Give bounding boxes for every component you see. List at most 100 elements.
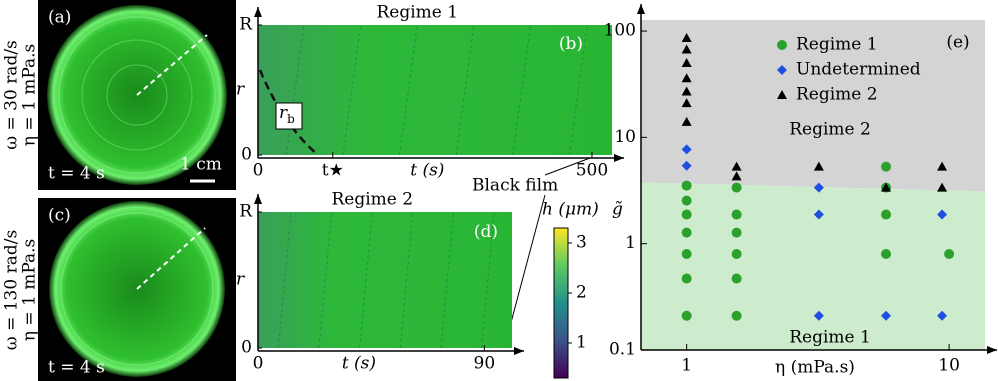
point [681,73,692,83]
axis-arrow [254,194,262,204]
point [813,209,824,220]
ridge [359,211,373,349]
ridge [399,24,418,156]
y-tick-label: R [239,15,253,35]
point [681,33,692,43]
note-arrow [544,157,591,176]
point [731,227,742,238]
legend-label: Regime 2 [796,85,878,105]
legend-marker [777,65,787,75]
x-tick-label: 0 [253,354,264,374]
y-tick-label: 1 [625,233,636,253]
y-tick-label: 10 [614,127,636,147]
point [881,182,892,192]
eta-label: η = 1 mPa.s [20,239,40,342]
region-label: Regime 2 [789,120,871,140]
point [681,58,692,68]
colorbar-tick-label: 3 [576,233,587,253]
annotation-box [275,102,303,130]
scale-label: 1 cm [180,155,222,175]
ridge [440,211,455,349]
panel-label: (c) [48,206,71,226]
y-tick-label: 0.1 [609,340,636,360]
point [681,310,692,321]
point [731,161,742,171]
omega-label: ω = 130 rad/s [2,230,22,350]
region [641,20,985,192]
x-tick-label: 90 [474,354,496,374]
point [937,310,948,321]
y-axis-label: g̃ [612,200,623,220]
annotation: rb [279,103,295,126]
point [681,144,692,155]
axis-arrow [254,7,262,17]
region-label: Regime 1 [789,328,871,348]
photo-a: (a) t = 4 s 1 cm ω = 30 rad/s η = 1 mPa.… [2,0,236,190]
point [681,86,692,96]
x-tick-label: 10 [938,356,960,376]
point [681,180,692,191]
point [881,209,892,220]
colorbar-tick-label: 1 [576,333,587,353]
colorbar [553,227,569,379]
point [681,273,692,284]
point [881,248,892,259]
y-axis-label: r [236,80,245,100]
point [681,116,692,126]
legend-label: Undetermined [796,60,921,80]
annotation-main: r [279,103,288,123]
point [937,209,948,220]
ridge [277,211,292,349]
point [937,161,948,171]
point [731,182,742,193]
legend-label: Regime 1 [796,35,878,55]
legend-marker [777,90,787,99]
ridge [455,24,475,156]
time-label: t = 4 s [48,358,105,378]
ridge [399,211,414,349]
x-axis-label: t (s) [410,161,444,181]
point [731,171,742,181]
annotation-sub: b [287,112,295,126]
point [681,227,692,238]
axis-arrow [987,346,997,354]
ridge [569,24,588,156]
point [881,310,892,321]
colorbar-label: h (μm) [542,200,599,220]
point [813,310,824,321]
point [731,310,742,321]
x-tick-label: 0 [253,161,264,181]
ridge [285,24,305,156]
point [681,248,692,259]
ridge [481,211,495,349]
omega-label: ω = 30 rad/s [2,40,22,150]
point [944,248,955,259]
point [881,161,892,172]
axis-arrow [614,154,624,162]
y-axis-label: r [236,270,245,290]
x-tick-label: 500 [576,161,608,181]
y-tick-label: R [239,202,253,222]
note: Black film [472,176,558,196]
axis-arrow [514,347,524,355]
eta-label: η = 1 mPa.s [20,44,40,147]
ridge [512,24,532,156]
point [731,248,742,259]
chart-title: Regime 1 [377,3,459,23]
x-tick-label: 1 [681,356,692,376]
panel-label: (e) [946,33,969,53]
point [681,98,692,108]
y-tick-label: 100 [604,21,636,41]
heatmap [258,212,512,348]
point [681,160,692,171]
point [681,195,692,206]
region [641,182,985,350]
x-tick-label: t★ [322,161,344,181]
point [813,161,824,171]
panel-label: (a) [48,8,71,28]
chart-title: Regime 2 [332,190,414,210]
ridge [318,211,333,349]
time-label: t = 4 s [48,164,105,184]
colorbar-tick-label: 2 [576,283,587,303]
